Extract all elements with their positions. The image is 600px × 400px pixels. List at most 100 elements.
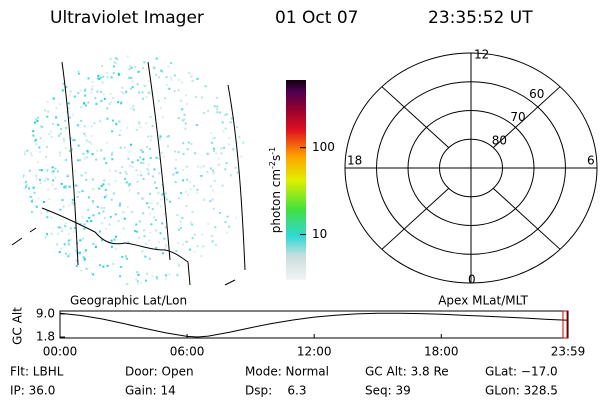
uv-pixel xyxy=(91,81,94,83)
uv-pixel xyxy=(236,171,239,174)
uv-pixel xyxy=(50,216,53,219)
uv-pixel xyxy=(128,76,131,79)
uv-pixel xyxy=(129,165,131,167)
uv-pixel xyxy=(92,243,95,245)
uv-pixel xyxy=(65,126,68,129)
uv-pixel xyxy=(24,236,26,239)
uv-pixel xyxy=(145,279,148,282)
uv-pixel xyxy=(216,105,219,108)
uv-pixel xyxy=(138,122,141,125)
uv-pixel xyxy=(185,94,187,97)
uv-pixel xyxy=(191,223,194,226)
uv-pixel xyxy=(234,166,237,169)
uv-pixel xyxy=(32,234,35,237)
uv-pixel xyxy=(159,205,162,208)
uv-pixel xyxy=(102,75,105,78)
uv-pixel xyxy=(42,249,45,252)
uv-pixel xyxy=(103,196,106,199)
uv-pixel xyxy=(59,151,61,154)
uv-pixel xyxy=(165,274,168,277)
uv-pixel xyxy=(67,57,70,60)
uv-pixel xyxy=(135,129,138,131)
uv-pixel xyxy=(147,206,150,209)
uv-pixel xyxy=(224,127,227,130)
uv-pixel xyxy=(95,286,97,288)
uv-pixel xyxy=(91,88,93,91)
uv-pixel xyxy=(23,150,26,153)
uv-pixel xyxy=(216,111,219,114)
uv-pixel xyxy=(35,205,38,208)
uv-pixel xyxy=(193,185,195,188)
uv-pixel xyxy=(217,163,220,166)
uv-pixel xyxy=(230,174,232,177)
uv-pixel xyxy=(194,152,197,155)
uv-pixel xyxy=(38,146,41,149)
uv-pixel xyxy=(185,205,188,207)
uv-pixel xyxy=(190,75,193,78)
uv-pixel xyxy=(155,187,158,189)
uv-pixel xyxy=(85,139,88,142)
uv-pixel xyxy=(107,183,110,186)
uv-pixel xyxy=(40,236,43,239)
uv-pixel xyxy=(113,61,116,64)
uv-pixel xyxy=(30,154,33,157)
uv-pixel xyxy=(40,90,43,93)
uv-pixel xyxy=(43,261,46,264)
uv-pixel xyxy=(162,155,165,158)
uv-pixel xyxy=(182,142,185,145)
uv-pixel xyxy=(57,124,60,126)
uv-pixel xyxy=(60,73,63,76)
uv-pixel xyxy=(126,126,129,129)
uv-pixel xyxy=(77,191,79,194)
uv-pixel xyxy=(41,282,44,285)
uv-pixel xyxy=(82,256,85,259)
uv-pixel xyxy=(182,179,185,182)
uv-pixel xyxy=(28,228,30,231)
uv-pixel xyxy=(178,78,181,81)
uv-pixel xyxy=(176,214,179,216)
uv-pixel xyxy=(203,281,206,284)
uv-pixel xyxy=(130,66,133,69)
uv-pixel xyxy=(216,96,219,99)
uv-pixel xyxy=(37,197,40,200)
uv-pixel xyxy=(55,106,58,109)
uv-pixel xyxy=(145,96,148,98)
polar-spoke xyxy=(381,86,450,149)
uv-pixel xyxy=(242,141,245,144)
uv-pixel xyxy=(39,137,42,140)
uv-pixel xyxy=(84,94,87,97)
uv-pixel xyxy=(68,185,70,188)
x-tick-label: 12:00 xyxy=(297,345,332,359)
uv-pixel xyxy=(109,92,112,95)
uv-pixel xyxy=(84,104,87,107)
uv-pixel xyxy=(217,157,220,160)
uv-pixel xyxy=(142,196,145,199)
uv-pixel xyxy=(145,122,148,125)
uv-pixel xyxy=(230,234,233,237)
uv-pixel xyxy=(119,129,122,132)
time-marker xyxy=(562,310,568,339)
uv-pixel xyxy=(24,181,27,184)
uv-pixel xyxy=(48,83,51,86)
uv-pixel xyxy=(100,206,103,209)
uv-pixel xyxy=(61,89,64,92)
uv-pixel xyxy=(114,169,117,172)
uv-pixel xyxy=(83,132,86,135)
uv-pixel xyxy=(69,116,71,119)
uv-pixel xyxy=(114,283,117,285)
uv-pixel xyxy=(139,126,142,129)
uv-pixel xyxy=(120,102,122,105)
uv-pixel xyxy=(87,77,90,80)
uv-pixel xyxy=(105,162,108,165)
uv-pixel xyxy=(51,166,54,169)
time: 23:35:52 UT xyxy=(428,8,533,28)
uv-pixel xyxy=(226,273,229,276)
uv-pixel xyxy=(196,60,199,63)
uv-pixel xyxy=(118,120,121,123)
uv-pixel xyxy=(33,121,36,124)
uv-pixel xyxy=(48,70,51,73)
uv-pixel xyxy=(131,211,134,214)
uv-pixel xyxy=(151,274,154,277)
uv-pixel xyxy=(110,101,113,103)
uv-pixel xyxy=(166,135,169,138)
